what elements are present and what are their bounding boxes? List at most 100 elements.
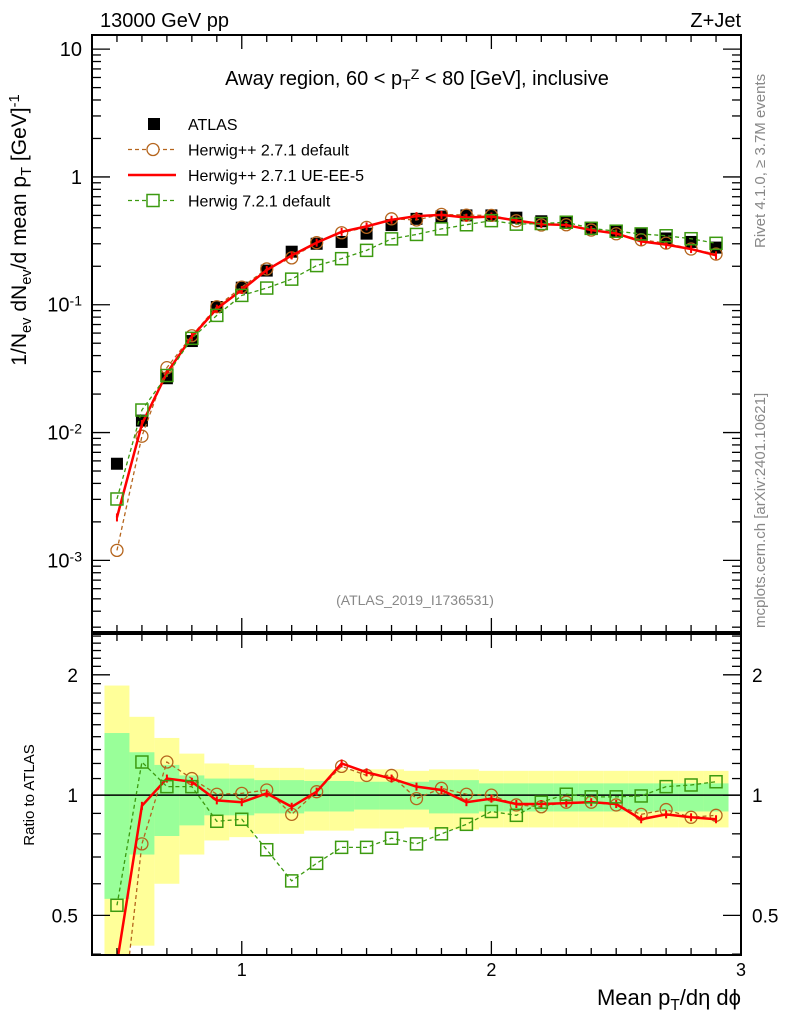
y-tick-label: 10-3: [47, 548, 82, 572]
herwig-7-2-1-default-point: [185, 331, 199, 346]
herwig-7-2-1-default-point: [210, 308, 224, 323]
legend: ATLAS Herwig++ 2.7.1 default Herwig++ 2.7.…: [128, 117, 364, 211]
atlas-data-point: [110, 457, 123, 470]
mcplots-info: mcplots.cern.ch [arXiv:2401.10621]: [752, 393, 769, 628]
herwig-7-2-1-default-point: [434, 222, 449, 236]
herwig-7-2-1-default-ratio-point: [709, 774, 723, 789]
label-segment: -2: [70, 420, 83, 436]
herwig-7-2-1-default-ratio-point: [534, 795, 549, 809]
main-series: [110, 207, 723, 558]
herwig-7-2-1-default-point: [409, 227, 424, 242]
herwig-7-2-1-default-ratio-point: [384, 831, 399, 845]
herwig-7-2-1-default-point: [509, 217, 524, 231]
herwig-2-7-1-default-point: [135, 429, 149, 443]
ratio-tick-label-left: 0.5: [52, 906, 78, 927]
legend-label: Herwig++ 2.7.1 default: [188, 143, 350, 160]
stat-uncertainty-band: [678, 783, 704, 812]
herwig-2-7-1-default-point: [310, 236, 324, 250]
herwig-7-2-1-default-ratio-line: [116, 760, 717, 906]
label-segment: /d mean p: [8, 176, 31, 269]
herwig-7-2-1-default-point: [334, 251, 349, 266]
herwig-2-7-1-default-ratio-point: [310, 785, 324, 799]
herwig-2-7-1-default-point: [260, 262, 274, 276]
herwig-2-7-1-default-point: [210, 300, 224, 314]
herwig-2-7-1-default-ratio-point: [409, 791, 424, 806]
herwig-7-2-1-default-ratio-point: [459, 817, 474, 832]
stat-uncertainty-band: [628, 783, 654, 812]
herwig-7-2-1-default-point: [534, 216, 549, 231]
herwig-7-2-1-default-point: [235, 288, 249, 303]
herwig-7-2-1-default-ratio-point: [309, 856, 324, 871]
herwig-7-2-1-default-ratio-point: [584, 790, 598, 804]
label-segment: Z: [411, 66, 420, 82]
herwig-7-2-1-default-ratio-point: [609, 790, 623, 804]
herwig-7-2-1-default-ratio-point: [110, 898, 124, 913]
herwig-7-2-1-default-ratio-point: [284, 874, 299, 888]
y-tick-label: 10: [60, 39, 82, 61]
herwig-7-2-1-default-ratio-point: [559, 787, 574, 801]
label-segment: T: [402, 76, 411, 92]
herwig-7-2-1-default-point: [110, 492, 124, 506]
herwig-2-7-1-default-point: [334, 226, 349, 240]
legend-label: Herwig 7.2.1 default: [188, 194, 331, 211]
label-segment: 10: [47, 550, 69, 572]
herwig-7-2-1-default-ratio-point: [359, 840, 374, 855]
herwig-7-2-1-default-ratio-point: [509, 808, 524, 823]
legend-label: Herwig++ 2.7.1 UE-EE-5: [188, 168, 364, 185]
label-segment: [GeV]: [8, 107, 31, 167]
y-tick-label: 10-1: [47, 292, 82, 316]
y-axis-label: 1/Nev dNev/d mean pT [GeV]-1: [7, 94, 34, 365]
herwig-7-2-1-default-point: [559, 215, 574, 229]
herwig-7-2-1-default-point: [659, 229, 673, 243]
herwig-7-2-1-default-ratio-point: [259, 842, 274, 857]
herwig-7-2-1-default-ratio-point: [634, 789, 648, 803]
stat-uncertainty-band: [653, 783, 679, 812]
label-segment: /dη dϕ: [680, 985, 741, 1010]
label-segment: ev: [19, 317, 35, 333]
herwig-2-7-1-default-ratio-point: [160, 755, 174, 769]
analysis-watermark: (ATLAS_2019_I1736531): [336, 592, 494, 608]
label-segment: ev: [19, 269, 35, 285]
herwig-7-2-1-default-ratio-point: [334, 840, 349, 855]
herwig-7-2-1-default-point: [284, 272, 299, 286]
herwig-7-2-1-default-ratio-point: [185, 779, 199, 794]
herwig-7-2-1-default-point: [160, 368, 174, 383]
legend-square-marker: [146, 193, 160, 208]
plot-title: Away region, 60 < pTZ < 80 [GeV], inclus…: [225, 66, 609, 92]
label-segment: 10: [60, 39, 82, 61]
stat-uncertainty-band: [329, 780, 355, 812]
label-segment: Away region, 60 < p: [225, 68, 402, 90]
herwig-7-2-1-default-ratio-point: [684, 778, 698, 792]
herwig-2-7-1-default-line: [116, 213, 717, 551]
herwig-2-7-1-default-ratio-point: [609, 798, 623, 812]
x-axis-label: Mean pT/dη dϕ: [597, 985, 741, 1014]
label-segment: 10: [47, 423, 69, 445]
herwig-7-2-1-default-ratio-point: [434, 827, 449, 841]
herwig-2-7-1-default-point: [110, 543, 124, 558]
herwig-2-7-1-ue-ee-5-line: [115, 213, 717, 518]
herwig-7-2-1-default-ratio-point: [659, 779, 673, 794]
herwig-7-2-1-default-point: [309, 258, 324, 273]
label-segment: T: [19, 167, 35, 176]
herwig-7-2-1-default-point: [384, 232, 399, 246]
ratio-tick-label-right: 0.5: [752, 906, 778, 927]
herwig-7-2-1-default-ratio-point: [409, 837, 424, 851]
label-segment: Mean p: [597, 985, 670, 1010]
label-segment: 1/N: [8, 333, 31, 366]
legend-atlas-marker: [148, 118, 160, 130]
ratio-uncertainty-bands: [92, 685, 741, 955]
header-right: Z+Jet: [690, 10, 741, 32]
label-segment: 1: [71, 167, 82, 189]
herwig-7-2-1-default-point: [459, 218, 474, 232]
rivet-info: Rivet 4.1.0, ≥ 3.7M events: [752, 74, 769, 248]
y-tick-label: 1: [71, 167, 82, 189]
herwig-7-2-1-default-point: [634, 227, 648, 241]
label-segment: -1: [70, 292, 83, 308]
herwig-7-2-1-default-point: [359, 243, 374, 258]
y-tick-label: 10-2: [47, 420, 82, 444]
herwig-7-2-1-default-point: [609, 224, 623, 238]
label-segment: -3: [70, 548, 83, 564]
herwig-7-2-1-default-ratio-point: [235, 812, 249, 827]
